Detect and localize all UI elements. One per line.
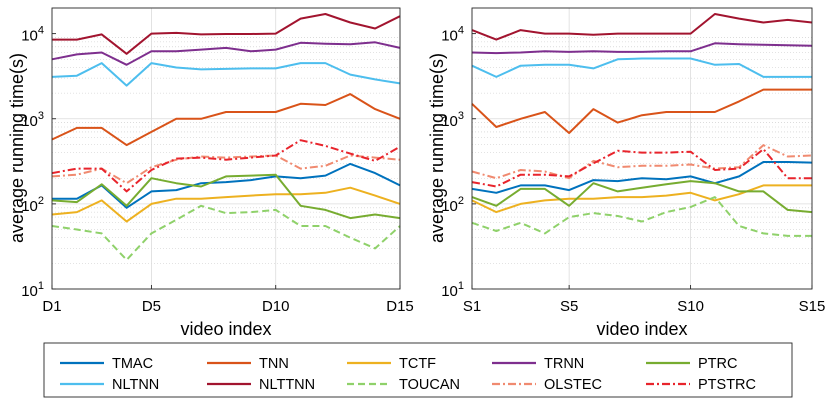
- series-line-ptrc: [471, 180, 813, 214]
- legend-label: PTSTRC: [698, 377, 756, 393]
- left-y-ticks: 101 102 103 104: [21, 25, 56, 300]
- series-line-ptrc: [51, 173, 401, 220]
- x-tick-label: S10: [677, 298, 704, 315]
- legend-item-tnn: TNN: [207, 356, 289, 372]
- right-y-ticks: 101 102 103 104: [441, 25, 476, 300]
- series-line-olstec: [471, 144, 813, 180]
- legend-item-trnn: TRNN: [492, 356, 584, 372]
- legend-item-tmac: TMAC: [60, 356, 153, 372]
- x-tick-label: D15: [386, 298, 414, 315]
- left-chart-panel: 101 102 103 104 D1 D5 D10 D15 video index aver…: [7, 7, 414, 339]
- x-tick-label: D1: [42, 298, 61, 315]
- series-line-tmac: [471, 161, 813, 194]
- series-line-tnn: [471, 88, 812, 134]
- left-x-ticks: D1 D5 D10 D15: [42, 285, 414, 315]
- legend-item-ptrc: PTRC: [646, 356, 737, 372]
- series-line-nltnn: [51, 62, 401, 87]
- x-tick-label: D10: [262, 298, 290, 315]
- legend-box: [43, 342, 793, 398]
- series-line-ptstrc: [51, 139, 401, 193]
- series-line-olstec: [51, 154, 401, 185]
- series-line-tctf: [51, 186, 401, 223]
- y-tick-label: 104: [21, 25, 44, 45]
- legend-label: PTRC: [698, 356, 737, 372]
- right-y-axis-label: average running time(s): [427, 53, 447, 243]
- series-line-nlttnn: [471, 13, 813, 41]
- legend-label: TMAC: [112, 356, 153, 372]
- y-tick-label: 104: [441, 25, 464, 45]
- x-tick-label: S5: [560, 298, 578, 315]
- legend-label: NLTTNN: [259, 377, 315, 393]
- x-tick-label: S1: [463, 298, 481, 315]
- legend-label: TRNN: [544, 356, 584, 372]
- series-line-trnn: [471, 42, 813, 55]
- y-tick-label: 101: [441, 280, 464, 300]
- left-y-axis-label: average running time(s): [7, 53, 27, 243]
- left-x-axis-label: video index: [180, 319, 271, 339]
- right-x-ticks: S1 S5 S10 S15: [463, 285, 826, 315]
- right-axes-box: [471, 7, 813, 290]
- left-series-layer: [51, 13, 401, 261]
- legend: TMAC TNN TCTF TRNN PTRC NLTNN NLTTNN TOUCAN OLST…: [43, 342, 793, 398]
- y-tick-label: 102: [441, 195, 464, 215]
- legend-label: TNN: [259, 356, 289, 372]
- right-chart-panel: 101 102 103 104 S1 S5 S10 S15 video index aver…: [427, 7, 826, 339]
- series-line-nlttnn: [52, 13, 401, 55]
- y-tick-label: 103: [441, 110, 464, 130]
- y-tick-label: 102: [21, 195, 44, 215]
- y-tick-label: 101: [21, 280, 44, 300]
- series-line-toucan: [471, 196, 812, 237]
- legend-label: TOUCAN: [399, 377, 460, 393]
- series-line-nltnn: [471, 57, 812, 78]
- legend-label: OLSTEC: [544, 377, 602, 393]
- legend-item-nlttnn: NLTTNN: [207, 377, 315, 393]
- legend-item-olstec: OLSTEC: [492, 377, 602, 393]
- series-line-trnn: [51, 41, 401, 66]
- legend-label: NLTNN: [112, 377, 159, 393]
- series-line-tnn: [51, 93, 401, 147]
- x-tick-label: D5: [142, 298, 161, 315]
- legend-item-ptstrc: PTSTRC: [646, 377, 756, 393]
- right-series-layer: [471, 13, 813, 237]
- legend-item-tctf: TCTF: [347, 356, 436, 372]
- y-tick-label: 103: [21, 110, 44, 130]
- series-line-tctf: [471, 184, 812, 214]
- x-tick-label: S15: [799, 298, 826, 315]
- legend-label: TCTF: [399, 356, 436, 372]
- series-line-tmac: [52, 162, 401, 209]
- left-axes-box: [51, 7, 401, 290]
- legend-item-toucan: TOUCAN: [347, 377, 460, 393]
- series-line-ptstrc: [471, 148, 812, 188]
- right-x-axis-label: video index: [596, 319, 687, 339]
- legend-item-nltnn: NLTNN: [60, 377, 159, 393]
